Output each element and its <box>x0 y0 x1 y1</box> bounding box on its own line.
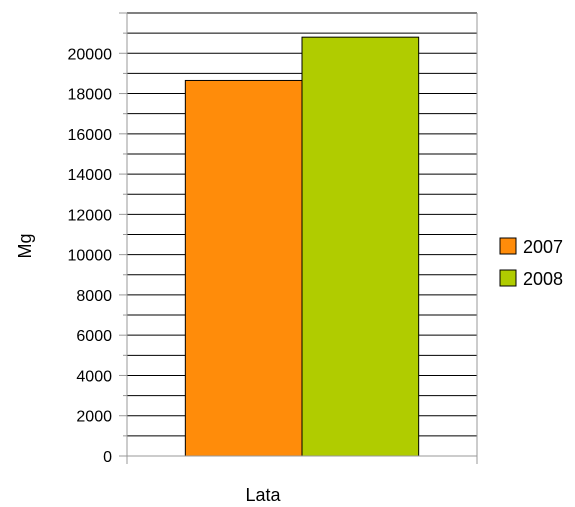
y-tick-label: 10000 <box>68 248 113 265</box>
y-tick-label: 2000 <box>76 409 112 426</box>
y-tick-label: 18000 <box>68 87 113 104</box>
y-tick-label: 14000 <box>68 167 113 184</box>
legend: 2007 2008 <box>499 237 563 289</box>
bars <box>184 36 420 457</box>
legend-label-2008: 2008 <box>523 269 563 289</box>
axes <box>119 12 478 464</box>
legend-swatch-2007 <box>499 237 517 255</box>
y-tick-label: 20000 <box>68 46 113 63</box>
legend-swatch-2008 <box>499 269 517 287</box>
y-tick-label: 4000 <box>76 368 112 385</box>
bar-2008 <box>301 36 420 457</box>
y-axis-title: Mg <box>15 233 35 258</box>
y-tick-label: 0 <box>103 449 112 466</box>
legend-label-2007: 2007 <box>523 237 563 257</box>
y-tick-label: 8000 <box>76 288 112 305</box>
y-tick-label: 6000 <box>76 328 112 345</box>
y-tick-label: 16000 <box>68 127 113 144</box>
y-tick-labels: 0 2000 4000 6000 8000 10000 12000 14000 16000 180… <box>68 46 113 466</box>
x-axis-title: Lata <box>245 485 281 505</box>
bar-2007 <box>184 79 303 457</box>
y-tick-label: 12000 <box>68 207 113 224</box>
